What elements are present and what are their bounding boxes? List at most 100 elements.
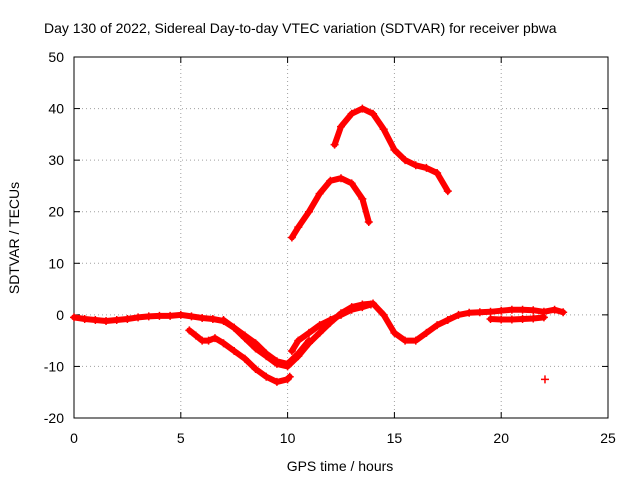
x-tick-label: 10 — [280, 430, 296, 446]
series-baseline_band — [486, 313, 548, 324]
data-point — [337, 122, 345, 131]
data-point — [262, 372, 271, 381]
series-main_baseline — [70, 299, 568, 371]
y-tick-label: -20 — [44, 410, 64, 426]
data-point — [366, 300, 375, 309]
data-point — [475, 308, 484, 317]
y-tick-label: 10 — [48, 255, 64, 271]
data-point — [272, 377, 281, 386]
data-point — [80, 314, 89, 323]
data-point — [433, 169, 442, 178]
data-point — [155, 311, 164, 320]
data-point — [379, 310, 388, 319]
data-point — [486, 314, 495, 323]
data-point — [529, 306, 538, 315]
series-line — [71, 300, 567, 370]
x-tick-label: 20 — [493, 430, 509, 446]
data-point — [486, 307, 495, 316]
data-point — [540, 375, 549, 384]
data-point — [443, 187, 452, 196]
plot-frame — [73, 56, 609, 419]
data-point — [70, 313, 78, 322]
data-point — [347, 305, 356, 314]
data-point — [347, 179, 356, 188]
data-point — [401, 156, 410, 165]
y-tick-label: 40 — [48, 101, 64, 117]
data-point — [364, 218, 373, 227]
data-point — [304, 207, 313, 216]
y-tick-label: 0 — [56, 307, 64, 323]
data-point — [379, 125, 388, 134]
data-point — [358, 104, 367, 113]
data-point — [123, 314, 132, 323]
data-point — [294, 349, 303, 358]
series-lower_dip — [185, 326, 294, 386]
data-point — [411, 161, 420, 170]
series-outlier — [540, 375, 549, 384]
data-point — [347, 109, 356, 118]
data-point — [251, 365, 260, 374]
axis-ticks — [73, 56, 609, 419]
data-point — [422, 163, 431, 172]
series-line — [288, 175, 372, 241]
data-point — [507, 305, 516, 314]
y-tick-label: 30 — [48, 152, 64, 168]
series-mid_rise — [287, 300, 375, 355]
data-point — [304, 336, 313, 345]
data-point — [559, 308, 568, 317]
y-tick-labels: -20 -10 0 10 20 30 40 50 — [44, 49, 64, 426]
data-point — [422, 328, 431, 337]
data-point — [518, 314, 527, 323]
data-point — [411, 336, 420, 345]
data-point — [369, 109, 378, 118]
data-point — [187, 312, 196, 321]
series-line — [331, 105, 451, 195]
x-tick-label: 0 — [70, 430, 78, 446]
data-point — [294, 336, 303, 345]
x-tick-label: 25 — [600, 430, 616, 446]
x-axis-label: GPS time / hours — [287, 458, 394, 474]
data-point — [465, 308, 474, 317]
data-point — [166, 311, 175, 320]
chart-title: Day 130 of 2022, Sidereal Day-to-day VTE… — [44, 20, 557, 36]
data-point — [285, 372, 294, 381]
data-point — [315, 189, 324, 198]
data-point — [390, 145, 399, 154]
x-tick-label: 15 — [387, 430, 403, 446]
series-peak_arc_40 — [330, 104, 452, 196]
data-point — [262, 349, 271, 358]
data-point — [401, 336, 410, 345]
data-series — [70, 104, 568, 386]
data-point — [433, 321, 442, 330]
data-point — [91, 316, 100, 325]
data-point — [443, 316, 452, 325]
data-point — [102, 317, 111, 326]
x-tick-label: 5 — [177, 430, 185, 446]
data-point — [176, 310, 185, 319]
data-point — [287, 346, 296, 355]
data-point — [518, 305, 527, 314]
data-point — [230, 346, 239, 355]
data-point — [358, 303, 367, 312]
y-axis-label: SDTVAR / TECUs — [6, 182, 22, 294]
data-point — [304, 328, 313, 337]
data-point — [529, 314, 538, 323]
data-point — [272, 357, 281, 366]
data-point — [287, 233, 296, 242]
data-point — [337, 310, 345, 319]
data-point — [219, 339, 228, 348]
data-point — [390, 328, 399, 337]
x-tick-labels: 0 5 10 15 20 25 — [70, 430, 616, 446]
data-point — [240, 354, 249, 363]
data-point — [112, 316, 121, 325]
series-mid_dip — [219, 316, 313, 368]
y-tick-label: 50 — [48, 49, 64, 65]
data-point — [283, 359, 292, 368]
data-point — [326, 176, 335, 185]
y-tick-label: 20 — [48, 204, 64, 220]
data-point — [497, 306, 506, 315]
data-point — [539, 313, 548, 322]
data-point — [315, 321, 324, 330]
data-point — [358, 194, 367, 203]
